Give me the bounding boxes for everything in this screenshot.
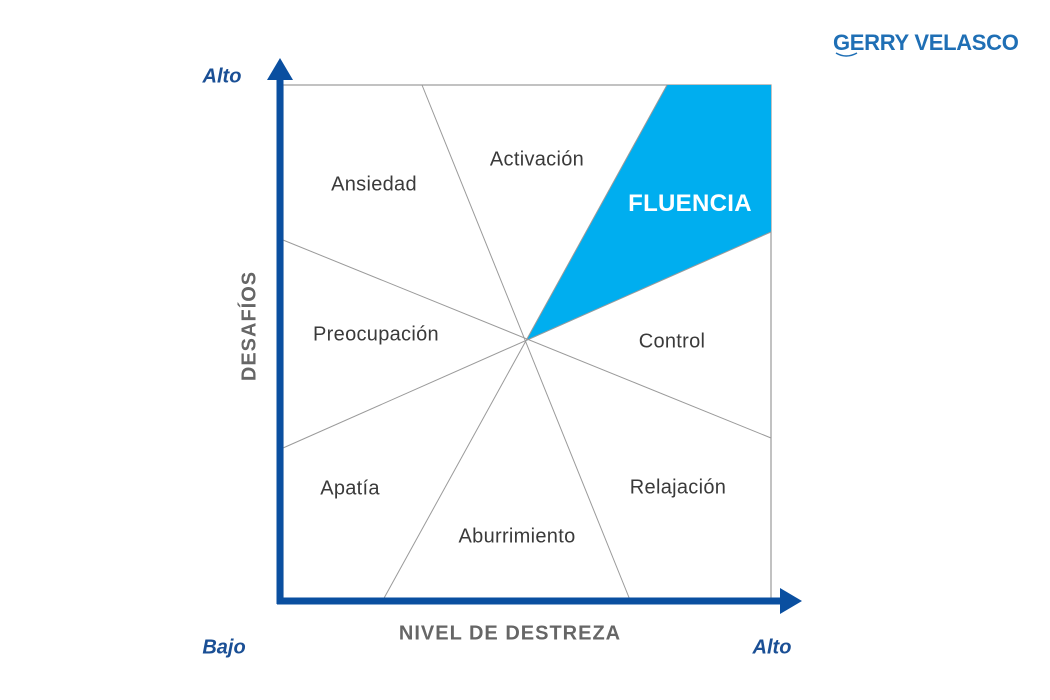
logo-smile-icon xyxy=(835,52,858,57)
divider-line xyxy=(282,239,772,439)
region-aburrimiento: Aburrimiento xyxy=(458,525,576,548)
x-axis-high-label: Alto xyxy=(752,636,792,659)
y-axis-arrowhead xyxy=(267,58,293,80)
divider-line xyxy=(382,84,668,601)
divider-line xyxy=(282,231,772,449)
region-apatia: Apatía xyxy=(320,477,380,500)
x-axis-arrowhead xyxy=(780,588,802,614)
region-fluencia: FLUENCIA xyxy=(628,190,752,217)
region-ansiedad: Ansiedad xyxy=(331,173,417,196)
axis-low-label: Bajo xyxy=(202,636,246,659)
y-axis-title: DESAFÍOS xyxy=(238,270,261,382)
x-axis-title: NIVEL DE DESTREZA xyxy=(398,622,622,645)
fluencia-region xyxy=(526,85,771,341)
region-control: Control xyxy=(638,330,706,353)
y-axis-high-label: Alto xyxy=(202,65,242,88)
region-activacion: Activación xyxy=(489,148,585,171)
divider-line xyxy=(421,84,631,601)
region-relajacion: Relajación xyxy=(629,476,727,499)
region-preocupacion: Preocupación xyxy=(313,323,439,346)
logo: GERRY VELASCO xyxy=(833,30,1019,55)
